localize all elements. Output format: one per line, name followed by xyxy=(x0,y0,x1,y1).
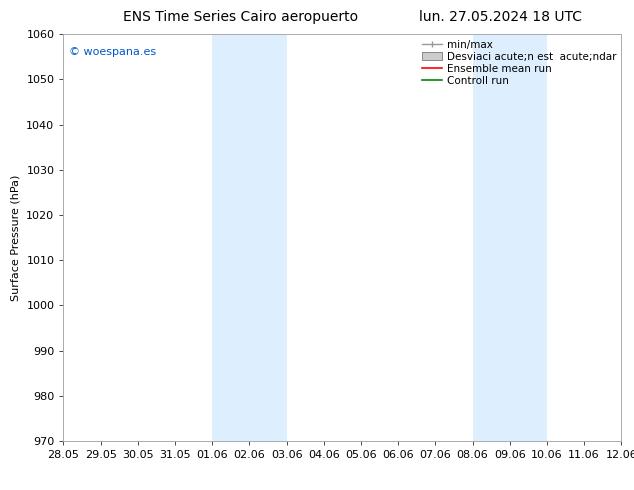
Text: lun. 27.05.2024 18 UTC: lun. 27.05.2024 18 UTC xyxy=(419,10,583,24)
Text: ENS Time Series Cairo aeropuerto: ENS Time Series Cairo aeropuerto xyxy=(124,10,358,24)
Text: © woespana.es: © woespana.es xyxy=(69,47,156,56)
Legend: min/max, Desviaci acute;n est  acute;ndar, Ensemble mean run, Controll run: min/max, Desviaci acute;n est acute;ndar… xyxy=(420,37,618,88)
Y-axis label: Surface Pressure (hPa): Surface Pressure (hPa) xyxy=(11,174,21,301)
Bar xyxy=(212,34,287,441)
Bar xyxy=(472,34,547,441)
